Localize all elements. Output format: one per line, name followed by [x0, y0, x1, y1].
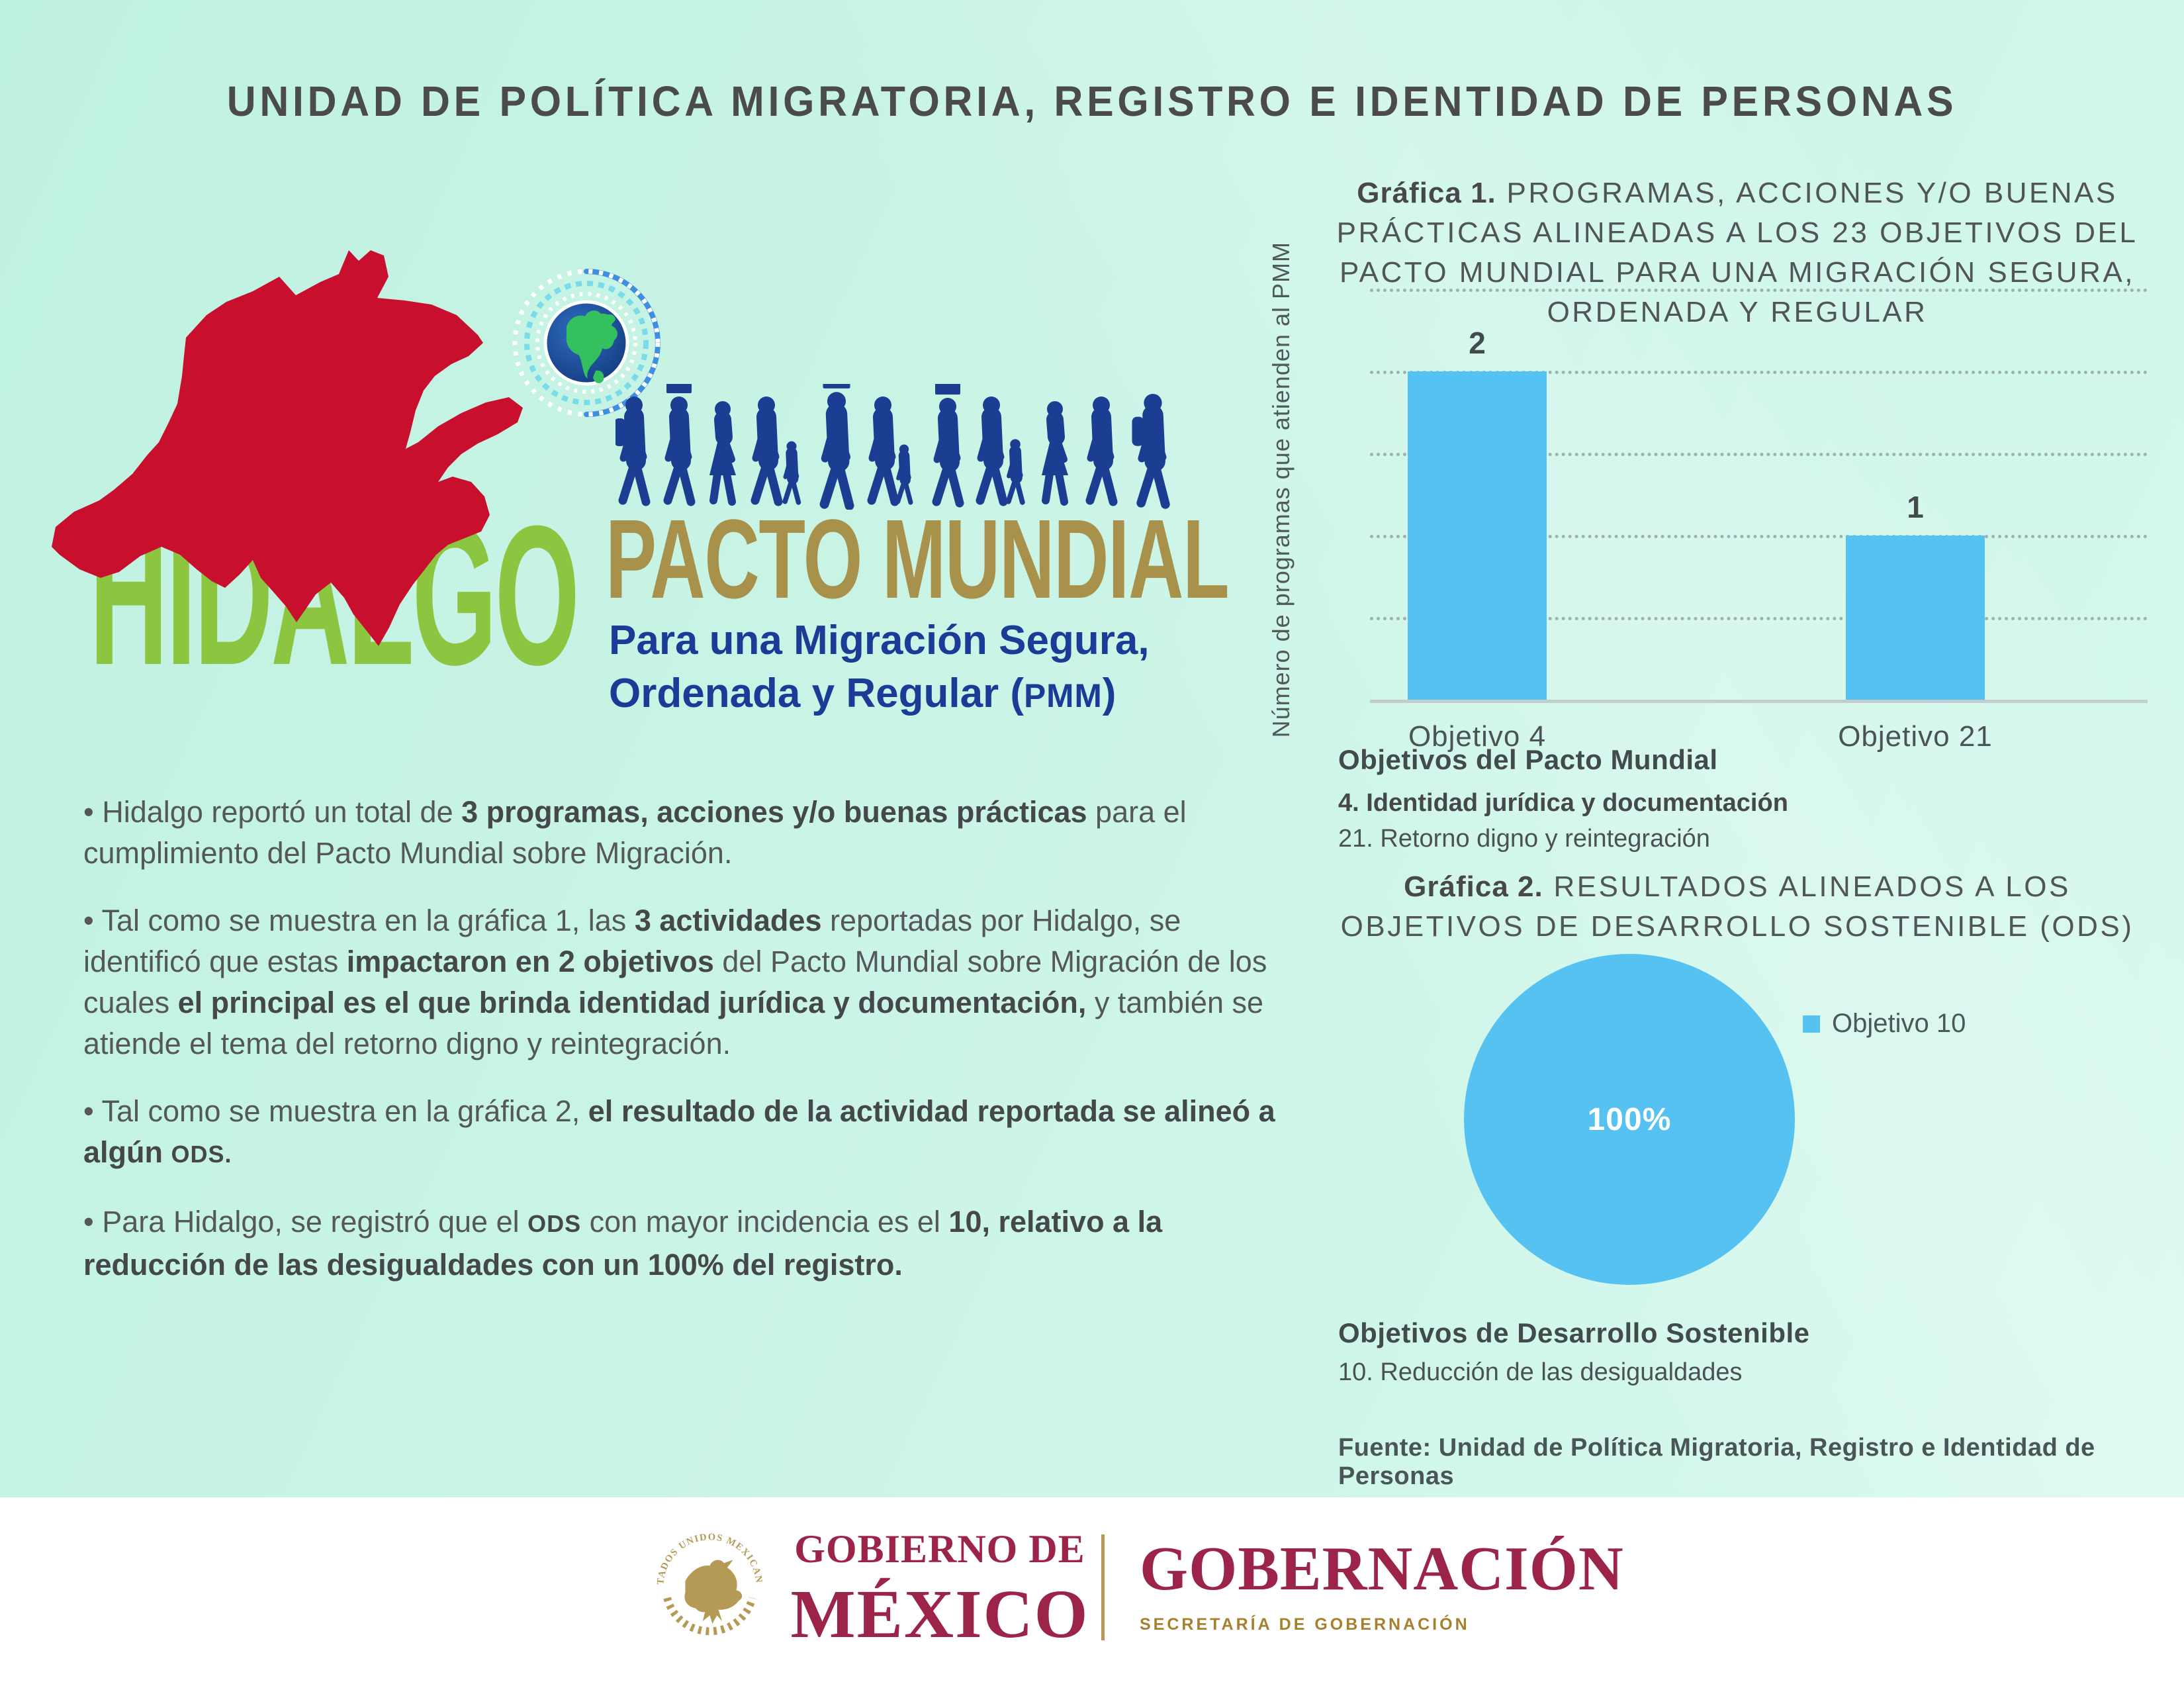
- gobernacion-wordmark: GOBERNACIÓN SECRETARÍA DE GOBERNACIÓN: [1140, 1533, 1624, 1634]
- summary-bullets: • Hidalgo reportó un total de 3 programa…: [83, 792, 1285, 1312]
- chart2-legend-line-1: 10. Reducción de las desigualdades: [1338, 1358, 1743, 1386]
- gridline: [1370, 289, 2148, 292]
- gobernacion-subtitle: SECRETARÍA DE GOBERNACIÓN: [1140, 1615, 1470, 1634]
- bullet-chart1-summary: • Tal como se muestra en la gráfica 1, l…: [83, 904, 1267, 1060]
- pie-legend: Objetivo 10: [1803, 1009, 1966, 1039]
- chart1-legend-line-2: 21. Retorno digno y reintegración: [1338, 825, 1710, 853]
- footer-band: [0, 1497, 2184, 1688]
- bar-value-label: 1: [1907, 490, 1924, 524]
- migrants-illustration: [615, 384, 1198, 510]
- pie-chart: 100%: [1464, 954, 1795, 1285]
- gridline: [1370, 453, 2148, 456]
- bar-objetivo-4: 2: [1408, 325, 1547, 700]
- gridline: [1370, 535, 2148, 538]
- bullet-chart2-summary: • Tal como se muestra en la gráfica 2, e…: [83, 1094, 1275, 1169]
- bar: [1408, 371, 1547, 700]
- tick-objetivo-4: Objetivo 4: [1408, 720, 1547, 753]
- gobierno-line2: MÉXICO: [790, 1576, 1089, 1652]
- page-title: UNIDAD DE POLÍTICA MIGRATORIA, REGISTRO …: [226, 77, 1958, 125]
- campaign-title: PACTO MUNDIAL: [606, 496, 1230, 622]
- hidalgo-state-map: [52, 250, 523, 646]
- mexico-eagle-emblem-icon: ESTADOS UNIDOS MEXICANOS: [645, 1519, 763, 1636]
- bar: [1846, 536, 1985, 700]
- source-note: Fuente: Unidad de Política Migratoria, R…: [1338, 1434, 2095, 1490]
- bar-value-label: 2: [1469, 326, 1486, 360]
- legend-label: Objetivo 10: [1832, 1009, 1966, 1038]
- footer-divider: [1101, 1534, 1105, 1640]
- chart2-title: Gráfica 2. RESULTADOS ALINEADOS A LOS OB…: [1340, 870, 2134, 943]
- chart1-y-axis-label: Número de programas que atienden al PMM: [1267, 242, 1295, 738]
- legend-color-swatch: [1803, 1015, 1820, 1033]
- gobierno-line1: GOBIERNO DE: [794, 1527, 1085, 1571]
- tick-objetivo-21: Objetivo 21: [1838, 720, 1993, 753]
- bullet-total-programs: • Hidalgo reportó un total de 3 programa…: [83, 795, 1187, 870]
- bar-objetivo-21: 1: [1846, 489, 1985, 700]
- chart1-legend-line-1: 4. Identidad jurídica y documentación: [1338, 789, 1788, 817]
- gridline: [1370, 617, 2148, 620]
- gobernacion-title: GOBERNACIÓN: [1140, 1534, 1624, 1603]
- chart1-x-axis-heading: Objetivos del Pacto Mundial: [1338, 744, 1718, 775]
- chart1-title: Gráfica 1. PROGRAMAS, ACCIONES Y/O BUENA…: [1336, 177, 2138, 328]
- pie-slice-label: 100%: [1587, 1102, 1672, 1137]
- bullet-ods-summary: • Para Hidalgo, se registró que el ODS c…: [83, 1205, 1163, 1282]
- chart2-heading: Objetivos de Desarrollo Sostenible: [1338, 1317, 1810, 1348]
- gobierno-de-mexico-wordmark: GOBIERNO DE MÉXICO: [784, 1526, 1095, 1654]
- campaign-subtitle-line2: Ordenada y Regular (PMM): [609, 671, 1116, 716]
- globe-icon: [512, 269, 660, 417]
- campaign-subtitle-line1: Para una Migración Segura,: [609, 618, 1150, 663]
- gridline: [1370, 371, 2148, 374]
- bar-chart-plot: 2 1: [1370, 281, 2148, 703]
- campaign-subtitle: Para una Migración Segura, Ordenada y Re…: [609, 614, 1257, 722]
